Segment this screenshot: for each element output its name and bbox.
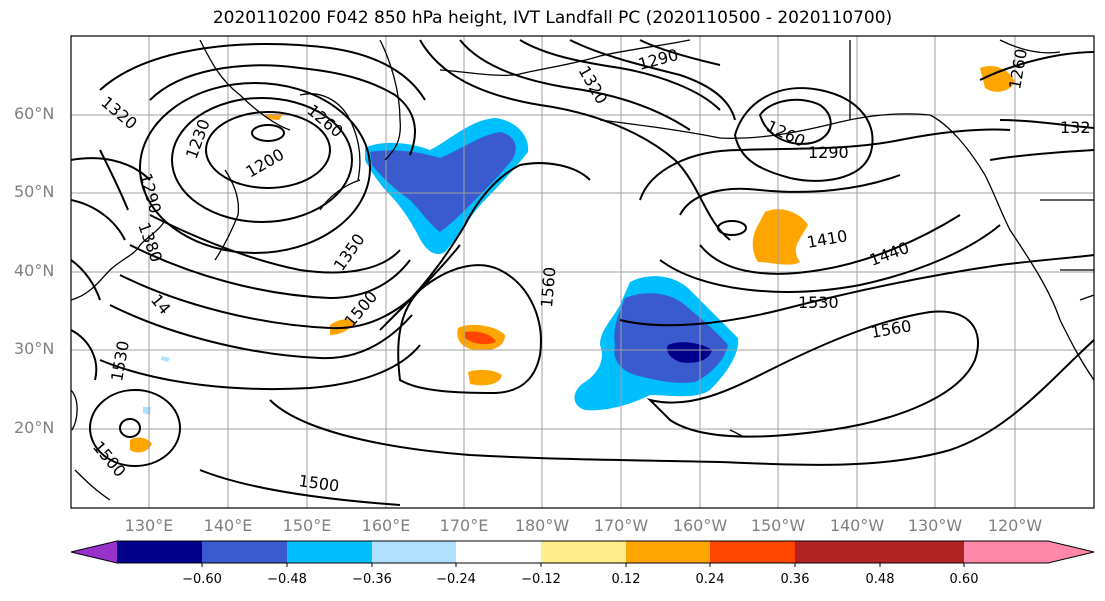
colorbar-tick-label: −0.60 [182,572,222,587]
lat-label-20n: 20°N [14,418,55,437]
colorbar-tick-label: −0.24 [436,572,476,587]
colorbar-segment [287,541,372,563]
colorbar-segment [710,541,795,563]
colorbar-segment [202,541,287,563]
lon-label: 130°W [907,516,963,535]
colorbar-segment [541,541,626,563]
contour-label: 1560 [537,266,559,308]
colorbar-tick-label: −0.48 [267,572,307,587]
colorbar-segment [964,541,1094,563]
lat-label-50n: 50°N [14,182,55,201]
lon-label: 150°E [282,516,332,535]
ivt-positive-shading [130,65,1015,453]
colorbar-segment [456,541,541,563]
lon-label: 180°W [514,516,570,535]
colorbar-tick-label: 0.60 [949,572,979,587]
lon-label: 170°E [439,516,489,535]
colorbar-tick-label: 0.36 [780,572,810,587]
colorbar-tick-label: 0.12 [611,572,641,587]
lon-label: 170°W [593,516,649,535]
graticule [71,36,1094,508]
map-title: 2020110200 F042 850 hPa height, IVT Land… [212,8,893,28]
contour-label: 1290 [808,143,849,162]
colorbar-segment [71,541,117,563]
colorbar [70,540,1095,567]
colorbar-tick-label: −0.36 [352,572,392,587]
colorbar-tick-label: 0.48 [865,572,895,587]
lon-label: 130°E [124,516,174,535]
colorbar-segment [626,541,710,563]
lon-label: 160°W [672,516,728,535]
lon-label: 160°E [361,516,411,535]
contour-label: 132 [1060,118,1091,137]
lon-label: 150°W [750,516,806,535]
lat-label-30n: 30°N [14,339,55,358]
colorbar-segment [795,541,880,563]
colorbar-segment [372,541,456,563]
colorbar-tick-label: −0.12 [521,572,561,587]
lon-label: 140°W [829,516,885,535]
contour-label: 1530 [798,293,839,312]
colorbar-segment [117,541,202,563]
lat-label-40n: 40°N [14,261,55,280]
lon-label: 140°E [203,516,253,535]
lon-label: 120°W [987,516,1043,535]
ivt-negative-shading [143,118,739,415]
map-frame [70,35,1095,509]
height-contours [71,39,1094,506]
colorbar-segment [880,541,964,563]
colorbar-tick-label: 0.24 [695,572,725,587]
lat-label-60n: 60°N [14,104,55,123]
